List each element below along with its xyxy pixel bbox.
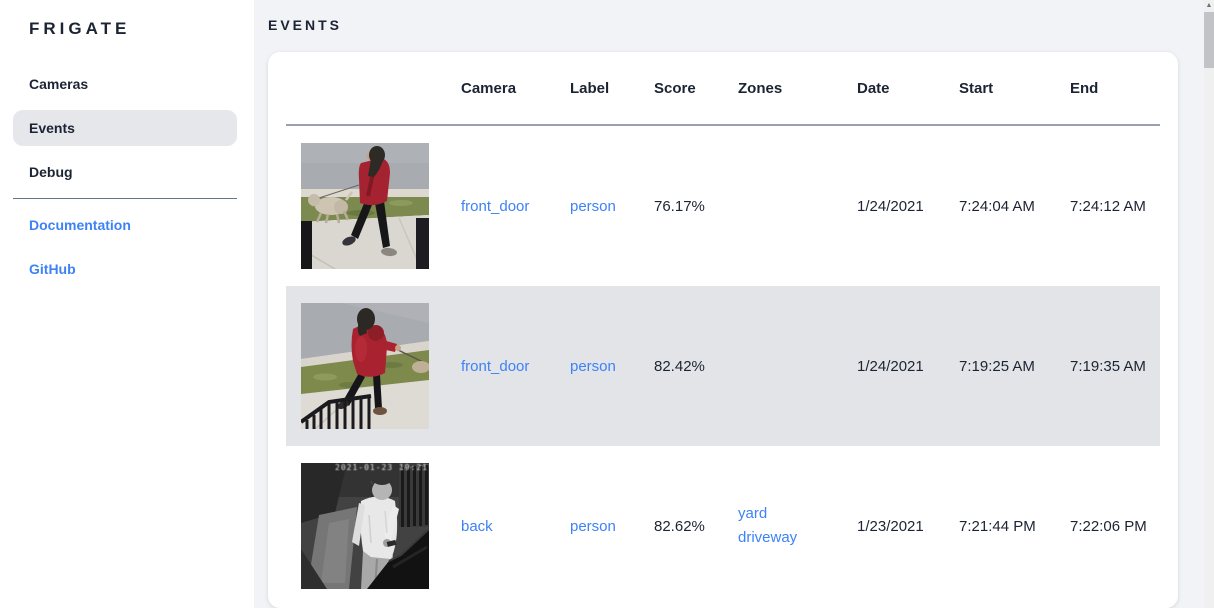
person-figure <box>342 146 397 257</box>
sidebar-link-documentation[interactable]: Documentation <box>13 207 237 243</box>
column-header-start: Start <box>959 79 994 97</box>
table-row[interactable]: 2021-01-23 19:21 back person 82.62% yard… <box>286 446 1160 606</box>
column-header-label: Label <box>570 79 610 97</box>
cell-camera: front_door <box>446 198 555 215</box>
cell-label: person <box>555 518 639 535</box>
cell-label: person <box>555 198 639 215</box>
scrollbar-thumb[interactable] <box>1204 12 1214 68</box>
sidebar-item-label: Events <box>29 120 75 136</box>
cell-score: 82.62% <box>654 517 705 535</box>
label-link[interactable]: person <box>570 357 616 375</box>
sidebar-link-github[interactable]: GitHub <box>13 251 237 287</box>
app-logo[interactable]: FRIGATE <box>29 19 131 38</box>
event-thumbnail-image[interactable] <box>301 303 429 429</box>
dog-figure <box>308 184 360 224</box>
person-figure <box>337 308 401 415</box>
sidebar: FRIGATE Cameras Events Debug Documentati… <box>0 0 254 608</box>
column-header-zones: Zones <box>738 79 783 97</box>
cell-end: 7:22:06 PM <box>1070 517 1147 535</box>
sidebar-item-label: Cameras <box>29 76 89 92</box>
cell-score: 76.17% <box>654 197 705 215</box>
cell-zones: yard driveway <box>723 502 842 550</box>
sidebar-item-events[interactable]: Events <box>13 110 237 146</box>
railing <box>398 463 429 527</box>
sidebar-link-label: GitHub <box>29 261 76 277</box>
sidebar-nav: Cameras Events Debug Documentation GitHu… <box>13 66 237 295</box>
event-thumbnail-image[interactable]: 2021-01-23 19:21 <box>301 463 429 589</box>
event-thumbnail-cell <box>286 143 446 269</box>
zone-link[interactable]: yard <box>738 505 768 522</box>
foreground-structure <box>367 528 429 589</box>
cell-date: 1/23/2021 <box>857 517 924 535</box>
cell-date: 1/24/2021 <box>857 357 924 375</box>
sidebar-item-cameras[interactable]: Cameras <box>13 66 237 102</box>
page-title: EVENTS <box>268 17 343 33</box>
cell-end: 7:24:12 AM <box>1070 197 1146 215</box>
camera-timestamp-overlay: 2021-01-23 19:21 <box>335 463 428 472</box>
cell-start: 7:24:04 AM <box>959 197 1035 215</box>
cell-end: 7:19:35 AM <box>1070 357 1146 375</box>
events-card: Camera Label Score Zones Date Start End <box>268 52 1178 608</box>
dog-figure <box>395 348 429 373</box>
column-header-end: End <box>1070 79 1099 97</box>
main-content: EVENTS Camera Label Score Zones Date Sta… <box>254 0 1204 608</box>
label-link[interactable]: person <box>570 197 616 215</box>
event-thumbnail-cell <box>286 303 446 429</box>
cell-score: 82.42% <box>654 357 705 375</box>
table-row[interactable]: front_door person 76.17% 1/24/2021 7:24:… <box>286 126 1160 286</box>
cell-camera: back <box>446 518 555 535</box>
table-header-row: Camera Label Score Zones Date Start End <box>286 52 1160 126</box>
column-header-date: Date <box>857 79 890 97</box>
cell-start: 7:21:44 PM <box>959 517 1036 535</box>
sidebar-divider <box>13 198 237 199</box>
sidebar-item-label: Debug <box>29 164 73 180</box>
sidebar-item-debug[interactable]: Debug <box>13 154 237 190</box>
scrollbar[interactable]: ▲ <box>1204 0 1214 608</box>
cell-label: person <box>555 358 639 375</box>
railing <box>301 394 372 429</box>
cell-camera: front_door <box>446 358 555 375</box>
table-row[interactable]: front_door person 82.42% 1/24/2021 7:19:… <box>286 286 1160 446</box>
camera-link[interactable]: front_door <box>461 197 530 215</box>
camera-link[interactable]: back <box>461 517 493 535</box>
cell-date: 1/24/2021 <box>857 197 924 215</box>
column-header-camera: Camera <box>461 79 517 97</box>
zone-link[interactable]: driveway <box>738 529 798 546</box>
person-figure <box>352 475 399 589</box>
column-header-score: Score <box>654 79 696 97</box>
sidebar-link-label: Documentation <box>29 217 131 233</box>
scrollbar-up-arrow-icon[interactable]: ▲ <box>1205 2 1213 9</box>
cell-start: 7:19:25 AM <box>959 357 1035 375</box>
event-thumbnail-cell: 2021-01-23 19:21 <box>286 463 446 589</box>
label-link[interactable]: person <box>570 517 616 535</box>
camera-link[interactable]: front_door <box>461 357 530 375</box>
event-thumbnail-image[interactable] <box>301 143 429 269</box>
